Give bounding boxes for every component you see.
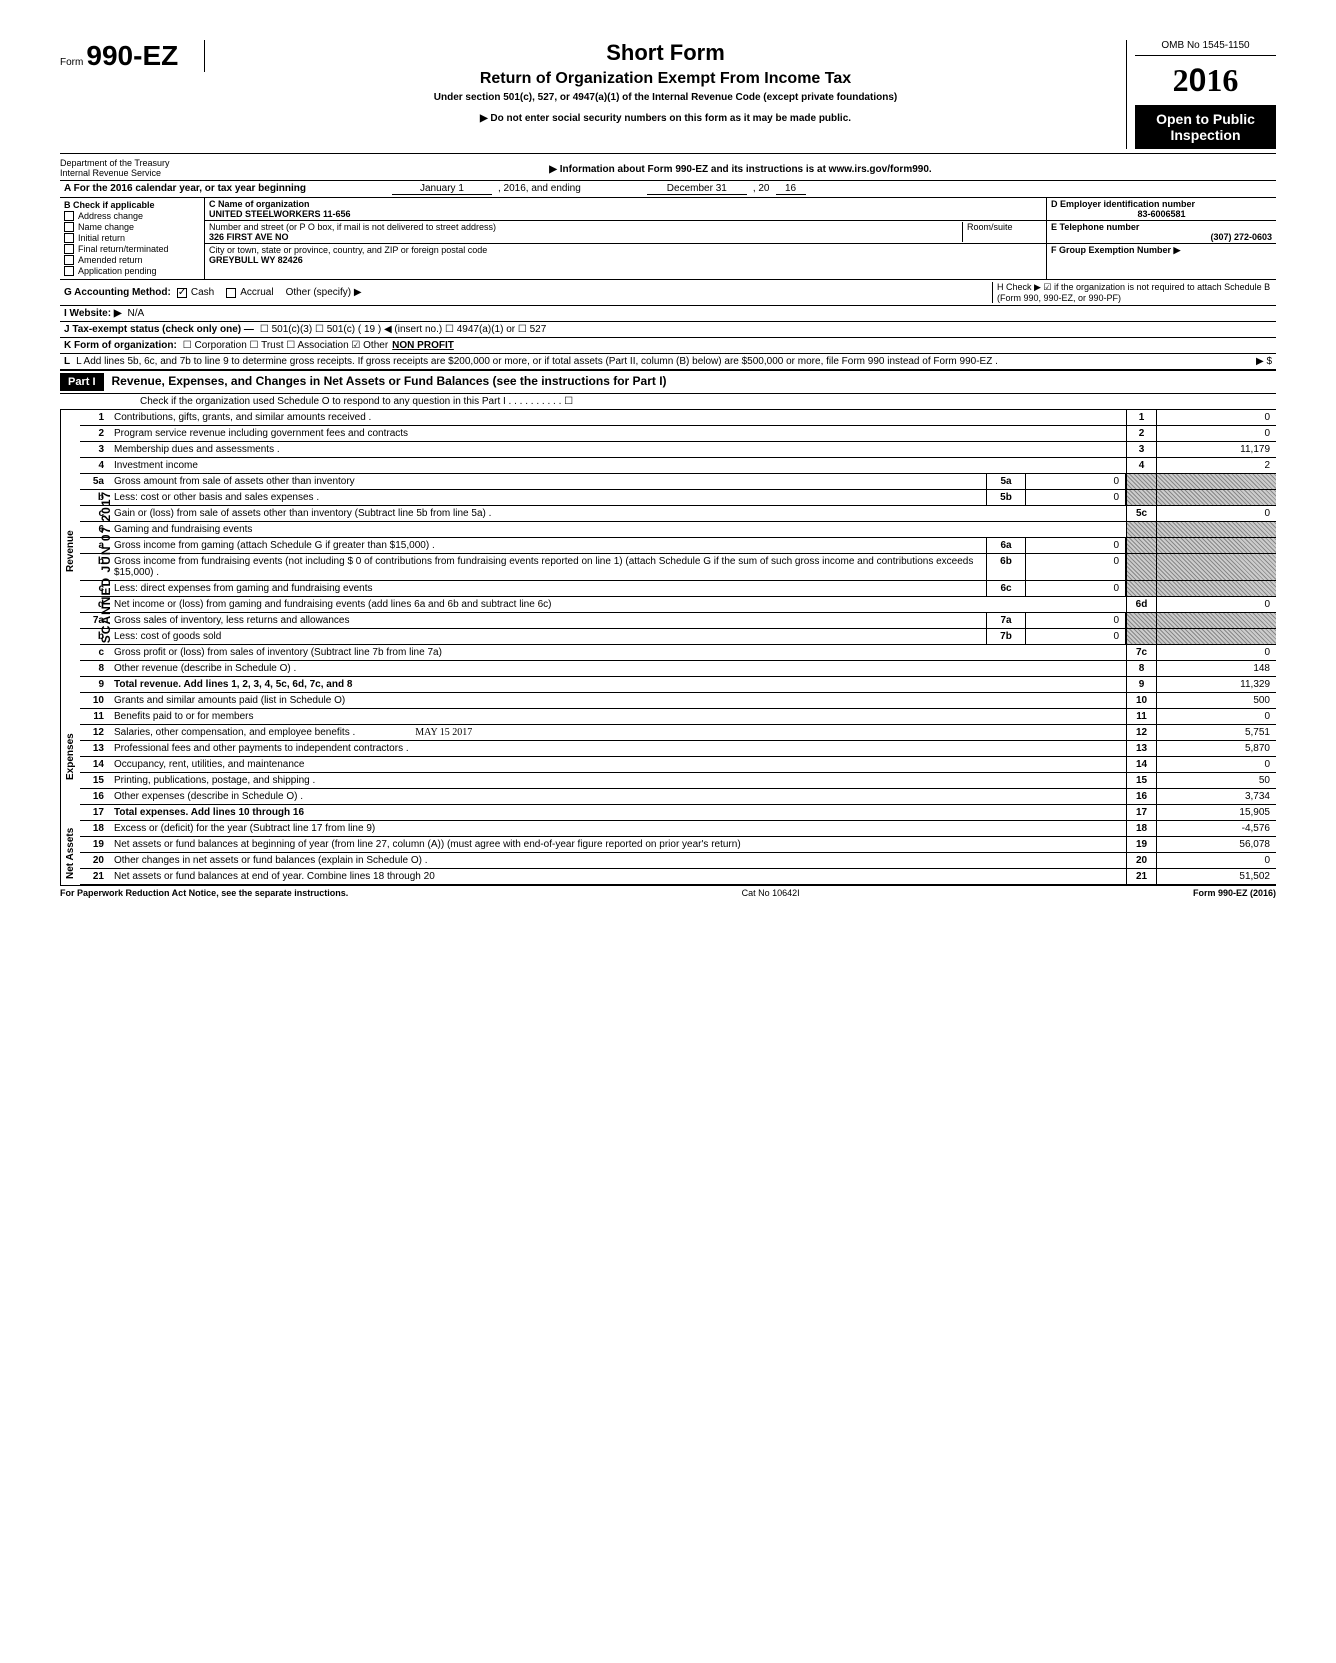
l-arrow: ▶ $ [1256,356,1272,367]
city-row: City or town, state or province, country… [205,244,1046,266]
revenue-label: Revenue [60,410,80,693]
cb-accrual[interactable] [226,288,236,298]
footer-left: For Paperwork Reduction Act Notice, see … [60,888,348,898]
street-label: Number and street (or P O box, if mail i… [209,222,496,232]
b-label: B Check if applicable [64,200,200,210]
part1-header: Part I Revenue, Expenses, and Changes in… [60,370,1276,394]
part1-note: Check if the organization used Schedule … [60,394,1276,410]
year-box: OMB No 1545-1150 2016 Open to Public Ins… [1126,40,1276,149]
footer: For Paperwork Reduction Act Notice, see … [60,885,1276,898]
revenue-section: Revenue 1Contributions, gifts, grants, a… [60,410,1276,693]
j-opts: ☐ 501(c)(3) ☐ 501(c) ( 19 ) ◀ (insert no… [260,324,546,335]
e-row: E Telephone number (307) 272-0603 [1047,221,1276,244]
line-l: L L Add lines 5b, 6c, and 7b to line 9 t… [60,354,1276,370]
col-c: C Name of organization UNITED STEELWORKE… [205,198,1046,279]
form-number: 990-EZ [86,40,178,71]
phone-val: (307) 272-0603 [1051,232,1272,242]
i-label: I Website: ▶ [64,308,122,319]
title-sub: Return of Organization Exempt From Incom… [215,70,1116,88]
k-label: K Form of organization: [64,340,177,351]
arrow-2: ▶ Information about Form 990-EZ and its … [205,154,1276,180]
line-g-h: G Accounting Method: Cash Accrual Other … [60,279,1276,306]
street-row: Number and street (or P O box, if mail i… [205,221,1046,244]
expenses-label: Expenses [60,693,80,821]
c-label: C Name of organization [209,199,310,209]
k-other: NON PROFIT [392,340,454,351]
title-main: Short Form [215,40,1116,66]
cb-final[interactable]: Final return/terminated [64,244,200,254]
line-a: A For the 2016 calendar year, or tax yea… [60,181,1276,198]
omb-number: OMB No 1545-1150 [1135,40,1276,56]
dept-row: Department of the Treasury Internal Reve… [60,153,1276,181]
room-label: Room/suite [967,222,1013,232]
cb-pending[interactable]: Application pending [64,266,200,276]
city-label: City or town, state or province, country… [209,245,487,255]
cb-name[interactable]: Name change [64,222,200,232]
d-label: D Employer identification number [1051,199,1195,209]
cb-amended[interactable]: Amended return [64,255,200,265]
title-box: Short Form Return of Organization Exempt… [205,40,1126,124]
title-under: Under section 501(c), 527, or 4947(a)(1)… [215,92,1116,103]
c-label-row: C Name of organization UNITED STEELWORKE… [205,198,1046,221]
form-prefix: Form [60,57,83,68]
cb-initial[interactable]: Initial return [64,233,200,243]
h-text: H Check ▶ ☑ if the organization is not r… [992,282,1272,303]
line-a-text: A For the 2016 calendar year, or tax yea… [64,183,306,195]
city-val: GREYBULL WY 82426 [209,255,303,265]
part1-title: Revenue, Expenses, and Changes in Net As… [112,374,667,388]
f-label: F Group Exemption Number ▶ [1051,245,1180,255]
section-bcd: B Check if applicable Address change Nam… [60,198,1276,279]
l-text: L Add lines 5b, 6c, and 7b to line 9 to … [76,356,1256,367]
k-opts: ☐ Corporation ☐ Trust ☐ Association ☑ Ot… [183,340,388,351]
ein-val: 83-6006581 [1051,209,1272,219]
scanned-stamp: SCANNED JUN 07 2017 [99,491,113,643]
col-b: B Check if applicable Address change Nam… [60,198,205,279]
line-i: I Website: ▶ N/A [60,306,1276,322]
line-a-mid: , 2016, and ending [498,183,581,195]
org-name: UNITED STEELWORKERS 11-656 [209,209,351,219]
line-j: J Tax-exempt status (check only one) — ☐… [60,322,1276,338]
line-a-yr: , 20 [753,183,770,195]
f-row: F Group Exemption Number ▶ [1047,244,1276,257]
street-val: 326 FIRST AVE NO [209,232,289,242]
open-to-public: Open to Public Inspection [1135,105,1276,149]
line-a-end: December 31 [647,183,747,195]
website-val: N/A [128,308,145,319]
netassets-label: Net Assets [60,821,80,885]
line-a-yrval: 16 [776,183,806,195]
line-k: K Form of organization: ☐ Corporation ☐ … [60,338,1276,354]
g-label: G Accounting Method: [64,287,171,298]
col-d: D Employer identification number 83-6006… [1046,198,1276,279]
footer-mid: Cat No 10642I [742,888,800,898]
line-a-begin: January 1 [392,183,492,195]
netassets-section: Net Assets 18Excess or (deficit) for the… [60,821,1276,885]
received-stamp: MAY 15 2017 [415,727,472,738]
cb-address[interactable]: Address change [64,211,200,221]
tax-year: 2016 [1135,62,1276,99]
e-label: E Telephone number [1051,222,1139,232]
expenses-section: Expenses 10Grants and similar amounts pa… [60,693,1276,821]
form-header: Form 990-EZ Short Form Return of Organiz… [60,40,1276,149]
d-row: D Employer identification number 83-6006… [1047,198,1276,221]
department: Department of the Treasury Internal Reve… [60,154,205,180]
arrow-1: ▶ Do not enter social security numbers o… [215,113,1116,124]
footer-right: Form 990-EZ (2016) [1193,888,1276,898]
part1-label: Part I [60,373,104,391]
cb-cash[interactable] [177,288,187,298]
j-label: J Tax-exempt status (check only one) — [64,324,254,335]
form-number-box: Form 990-EZ [60,40,205,72]
